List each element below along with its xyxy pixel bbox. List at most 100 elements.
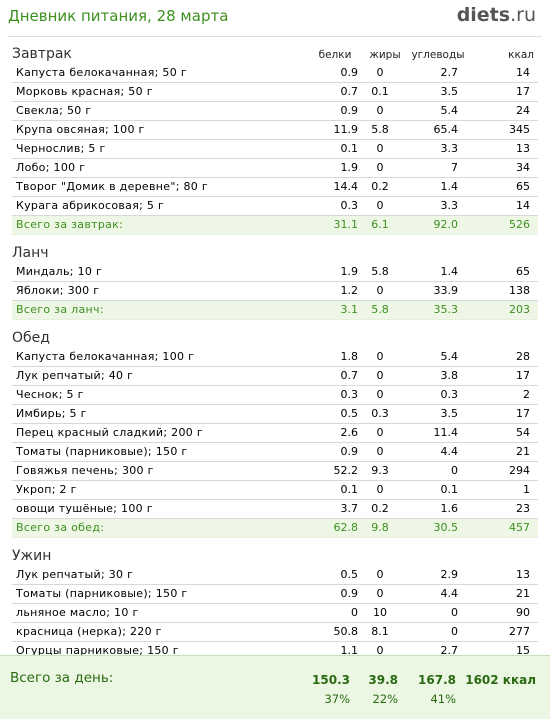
food-carbs: 0.3 (440, 388, 459, 401)
food-row: Укроп; 2 г 0.1 0 0.1 1 (12, 481, 538, 500)
food-fat: 0 (376, 388, 384, 401)
food-name: Капуста белокачанная; 50 г (16, 66, 187, 79)
food-name: Творог "Домик в деревне"; 80 г (16, 180, 208, 193)
food-carbs: 1.6 (440, 502, 459, 515)
food-fat: 0 (376, 568, 384, 581)
food-name: Говяжья печень; 300 г (16, 464, 154, 477)
meal-total-carbs: 35.3 (433, 303, 459, 316)
day-total-panel: Всего за день: 150.3 39.8 167.8 1602 кка… (0, 655, 550, 719)
food-carbs: 1.4 (440, 265, 459, 278)
food-name: Лобо; 100 г (16, 161, 86, 174)
food-fat: 8.1 (371, 625, 389, 638)
food-fat: 0 (376, 369, 384, 382)
day-carbs-percent: 41% (430, 692, 456, 706)
food-carbs: 3.3 (440, 199, 459, 212)
food-name: Курага абрикосовая; 5 г (16, 199, 165, 212)
food-fat: 0 (376, 284, 384, 297)
food-row: Говяжья печень; 300 г 52.2 9.3 0 294 (12, 462, 538, 481)
meal-title: Обед (12, 330, 50, 346)
meal-total-label: Всего за обед: (16, 521, 105, 534)
food-row: Томаты (парниковые); 150 г 0.9 0 4.4 21 (12, 443, 538, 462)
site-logo[interactable]: diets.ru (457, 4, 536, 26)
food-fat: 0 (376, 483, 384, 496)
food-kcal: 1 (523, 483, 530, 496)
food-kcal: 13 (516, 568, 530, 581)
food-kcal: 24 (516, 104, 530, 117)
food-name: Укроп; 2 г (16, 483, 77, 496)
food-row: Миндаль; 10 г 1.9 5.8 1.4 65 (12, 263, 538, 282)
food-name: Крупа овсяная; 100 г (16, 123, 145, 136)
day-protein-percent: 37% (324, 692, 350, 706)
food-carbs: 0 (451, 606, 458, 619)
food-name: Чернослив; 5 г (16, 142, 106, 155)
food-name: Лук репчатый; 30 г (16, 568, 134, 581)
food-row: Творог "Домик в деревне"; 80 г 14.4 0.2 1.4… (12, 178, 538, 197)
food-carbs: 65.4 (433, 123, 459, 136)
column-header-fat: жиры (369, 49, 401, 61)
food-name: Лук репчатый; 40 г (16, 369, 134, 382)
food-kcal: 2 (523, 388, 530, 401)
day-total-label: Всего за день: (10, 670, 114, 686)
day-total-carbs: 167.8 (418, 673, 456, 687)
food-carbs: 4.4 (440, 587, 459, 600)
day-total-protein: 150.3 (312, 673, 350, 687)
food-kcal: 17 (516, 407, 530, 420)
logo-main: diets (456, 4, 511, 26)
food-carbs: 2.9 (440, 568, 459, 581)
food-fat: 0 (376, 445, 384, 458)
food-protein: 0.9 (340, 104, 359, 117)
logo-tld: .ru (510, 4, 536, 26)
food-kcal: 14 (516, 66, 530, 79)
food-carbs: 3.3 (440, 142, 459, 155)
food-protein: 0.5 (340, 407, 359, 420)
meal-header: Ужин (0, 546, 550, 566)
meal-title: Ланч (12, 245, 49, 261)
food-row: льняное масло; 10 г 0 10 0 90 (12, 604, 538, 623)
food-row: Морковь красная; 50 г 0.7 0.1 3.5 17 (12, 83, 538, 102)
food-fat: 0 (376, 350, 384, 363)
food-protein: 1.9 (340, 161, 359, 174)
food-fat: 0 (376, 587, 384, 600)
food-row: Лук репчатый; 30 г 0.5 0 2.9 13 (12, 566, 538, 585)
food-protein: 52.2 (333, 464, 359, 477)
food-kcal: 277 (509, 625, 530, 638)
food-protein: 0.9 (340, 445, 359, 458)
food-fat: 5.8 (371, 265, 389, 278)
food-carbs: 2.7 (440, 66, 459, 79)
food-kcal: 34 (516, 161, 530, 174)
food-name: Свекла; 50 г (16, 104, 92, 117)
food-name: Капуста белокачанная; 100 г (16, 350, 195, 363)
food-protein: 0.1 (340, 142, 359, 155)
meal-total-label: Всего за завтрак: (16, 218, 124, 231)
food-fat: 0.2 (371, 180, 389, 193)
food-protein: 0.9 (340, 587, 359, 600)
food-row: Яблоки; 300 г 1.2 0 33.9 138 (12, 282, 538, 301)
food-fat: 9.3 (371, 464, 389, 477)
food-fat: 0 (376, 66, 384, 79)
food-carbs: 11.4 (433, 426, 459, 439)
food-row: Курага абрикосовая; 5 г 0.3 0 3.3 14 (12, 197, 538, 216)
food-row: Лобо; 100 г 1.9 0 7 34 (12, 159, 538, 178)
food-kcal: 13 (516, 142, 530, 155)
food-fat: 0 (376, 426, 384, 439)
meals-table: Завтрак белки жиры углеводы ккал Капуста бело… (0, 42, 550, 686)
food-fat: 0.1 (371, 85, 389, 98)
food-name: Миндаль; 10 г (16, 265, 103, 278)
food-row: Лук репчатый; 40 г 0.7 0 3.8 17 (12, 367, 538, 386)
food-name: Огурцы парниковые; 150 г (16, 644, 179, 657)
food-carbs: 3.5 (440, 407, 459, 420)
food-protein: 14.4 (333, 180, 359, 193)
food-carbs: 7 (451, 161, 458, 174)
food-row: Чернослив; 5 г 0.1 0 3.3 13 (12, 140, 538, 159)
food-protein: 0.3 (340, 388, 359, 401)
food-row: Капуста белокачанная; 100 г 1.8 0 5.4 28 (12, 348, 538, 367)
header-divider (8, 36, 542, 37)
food-carbs: 3.8 (440, 369, 459, 382)
column-header-kcal: ккал (508, 49, 534, 61)
food-fat: 5.8 (371, 123, 389, 136)
food-kcal: 65 (516, 180, 530, 193)
food-fat: 0.3 (371, 407, 389, 420)
food-carbs: 3.5 (440, 85, 459, 98)
food-kcal: 345 (509, 123, 530, 136)
